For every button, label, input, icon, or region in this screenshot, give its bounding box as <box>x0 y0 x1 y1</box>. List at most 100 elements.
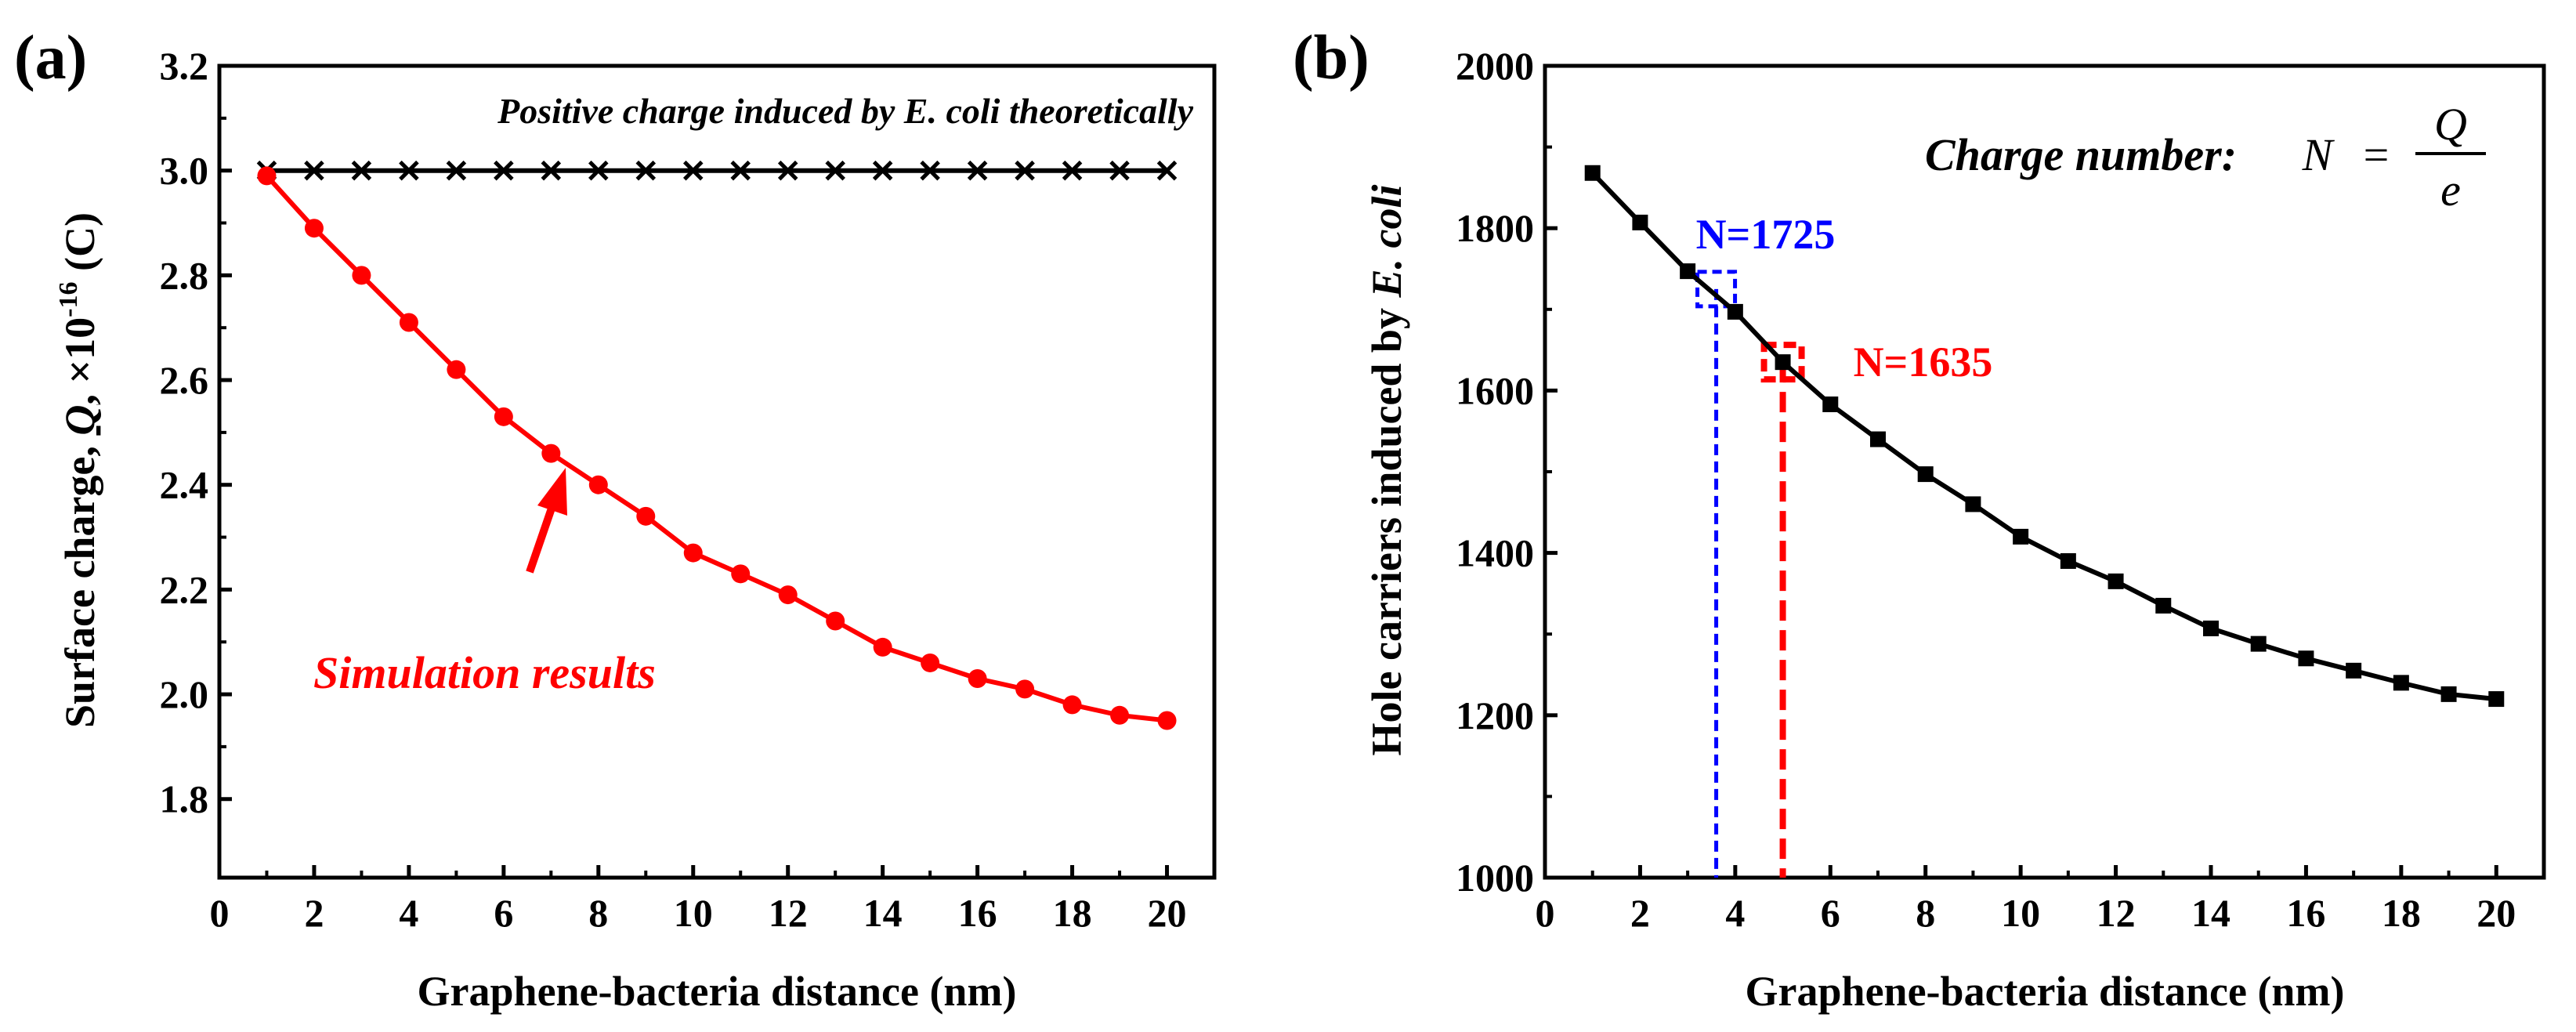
y-tick-label: 3.2 <box>160 44 209 88</box>
x-tick-label: 14 <box>863 891 903 935</box>
data-point <box>494 407 513 426</box>
data-point <box>1917 466 1934 483</box>
data-point <box>2346 662 2362 679</box>
x-tick-label: 20 <box>1148 891 1187 935</box>
data-point <box>399 160 419 181</box>
panel-a-simulation-series <box>257 166 1177 730</box>
data-point <box>778 585 798 605</box>
data-point <box>777 160 798 181</box>
data-point <box>731 564 751 584</box>
data-point <box>1156 160 1178 181</box>
data-point <box>541 160 562 181</box>
panel-b-y-ticks: 1000 1200 1400 1600 1800 2000 <box>1456 44 1558 900</box>
data-point <box>588 475 608 494</box>
x-tick-label: 12 <box>2097 891 2136 935</box>
data-point <box>1632 214 1648 230</box>
data-point <box>872 160 893 181</box>
data-point <box>2060 552 2076 569</box>
data-point <box>1062 160 1083 181</box>
data-point <box>730 160 751 181</box>
highlight-label: N=1725 <box>1696 211 1836 258</box>
data-point <box>635 160 657 181</box>
data-point <box>682 160 704 181</box>
y-tick-label: 3.0 <box>160 149 209 193</box>
highlight-label: N=1635 <box>1854 339 1993 386</box>
panel-b-y-label-prefix: Hole carriers induced by <box>1363 298 1410 756</box>
series-line <box>1590 171 2497 702</box>
y-tick-label: 2.6 <box>160 358 209 402</box>
data-point <box>1015 679 1035 699</box>
y-tick-label: 1000 <box>1456 856 1534 900</box>
series-line <box>265 174 1167 723</box>
panel-b-x-axis-label: Graphene-bacteria distance (nm) <box>1746 968 2345 1015</box>
data-point <box>1109 160 1130 181</box>
panel-a-label: (a) <box>14 24 87 92</box>
x-tick-label: 0 <box>210 891 230 935</box>
data-point <box>446 160 467 181</box>
data-point <box>967 160 988 181</box>
panel-a-x-ticks: 0 2 4 6 8 10 12 14 16 18 20 <box>210 865 1187 935</box>
data-point <box>1584 165 1601 181</box>
x-tick-label: 8 <box>1916 891 1935 935</box>
x-tick-label: 6 <box>494 891 513 935</box>
data-point <box>588 160 609 181</box>
panel-a-y-axis-label: Surface charge, Q, ×10-16 (C) <box>54 212 103 728</box>
panel-b: (b) 0 2 4 6 8 10 12 14 16 18 20 1000 1200 1400 1600 18… <box>1293 24 2546 1015</box>
data-point <box>683 543 703 563</box>
data-point <box>1822 397 1839 413</box>
data-point <box>2298 650 2314 667</box>
data-point <box>541 444 561 463</box>
data-point <box>825 160 845 181</box>
formula-equals: = <box>2364 129 2390 180</box>
data-point <box>1680 263 1696 280</box>
data-point <box>2203 620 2219 636</box>
data-point <box>2013 528 2029 545</box>
panel-a-y-label-mid: , ×10 <box>56 317 103 405</box>
panel-a-y-label-exponent: -16 <box>54 281 83 317</box>
x-tick-label: 16 <box>958 891 997 935</box>
data-point <box>1870 431 1886 447</box>
x-tick-label: 2 <box>304 891 324 935</box>
x-tick-label: 10 <box>2001 891 2040 935</box>
data-point <box>921 653 940 672</box>
panel-a-pointer-arrow <box>526 468 567 574</box>
y-tick-label: 2.2 <box>160 567 209 611</box>
data-point <box>1965 496 1981 512</box>
y-tick-label: 1.8 <box>160 777 209 821</box>
x-tick-label: 14 <box>2191 891 2230 935</box>
panel-a: (a) 0 2 4 6 8 10 12 14 16 18 20 1.8 2.0 2.2 2.4 2.6 2.8… <box>14 24 1217 1015</box>
x-tick-label: 4 <box>399 891 418 935</box>
data-point <box>1157 711 1177 730</box>
data-point <box>2107 573 2124 589</box>
panel-b-formula: N = Q e <box>2302 99 2486 215</box>
panel-a-simulation-label: Simulation results <box>313 647 656 698</box>
y-tick-label: 2.8 <box>160 253 209 297</box>
data-point <box>873 637 892 657</box>
x-tick-label: 2 <box>1630 891 1650 935</box>
data-point <box>636 506 656 526</box>
data-point <box>494 160 514 181</box>
x-tick-label: 0 <box>1536 891 1555 935</box>
data-point <box>257 166 277 186</box>
panel-b-y-label-species: E. coli <box>1363 185 1410 299</box>
y-tick-label: 2.4 <box>160 463 209 507</box>
formula-denominator: e <box>2440 165 2461 215</box>
y-tick-label: 2000 <box>1456 44 1534 88</box>
x-tick-label: 8 <box>588 891 608 935</box>
data-point <box>968 669 987 689</box>
x-tick-label: 12 <box>769 891 808 935</box>
data-point <box>1062 695 1082 715</box>
data-point <box>826 611 845 631</box>
data-point <box>304 160 324 181</box>
x-tick-label: 16 <box>2286 891 2325 935</box>
data-point <box>352 266 371 285</box>
data-point <box>304 219 324 238</box>
panel-a-y-label-symbol: Q <box>56 405 103 436</box>
panel-a-y-label-prefix: Surface charge, <box>56 436 103 728</box>
panel-b-x-ticks: 0 2 4 6 8 10 12 14 16 18 20 <box>1536 865 2516 935</box>
x-tick-label: 18 <box>2382 891 2421 935</box>
y-tick-label: 1200 <box>1456 693 1534 737</box>
panel-b-label: (b) <box>1293 24 1369 92</box>
panel-b-plot-frame <box>1543 63 2546 880</box>
